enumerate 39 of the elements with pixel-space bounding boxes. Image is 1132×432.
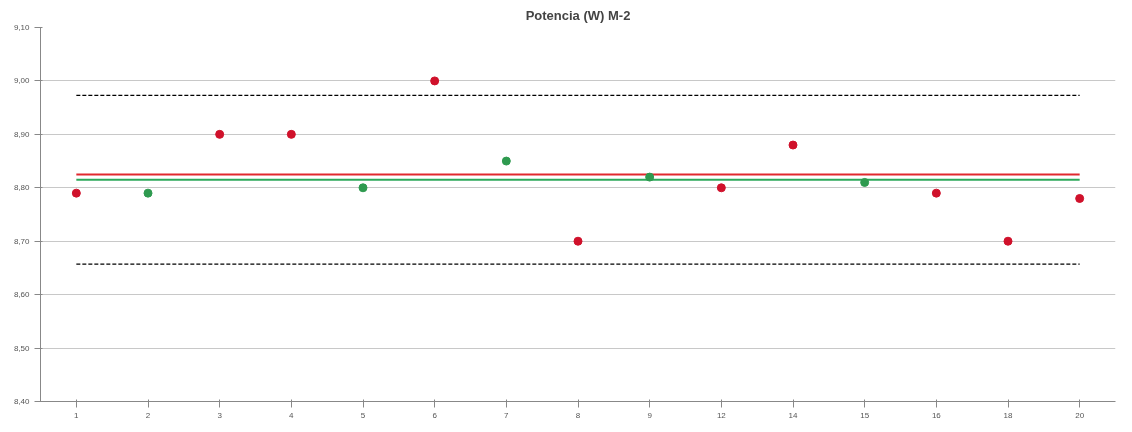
x-tick-label: 8 [575,410,581,420]
x-tick-label: 14 [788,410,798,420]
y-tick-label: 8,50 [13,343,31,353]
x-tick-label: 16 [931,410,942,420]
x-tick-label: 15 [860,410,870,420]
x-tick-label: 12 [716,410,727,420]
point [286,129,296,139]
point [143,188,153,198]
point [358,183,368,193]
point [788,140,798,150]
point [645,172,655,182]
point [860,177,870,187]
point [716,183,726,193]
point [501,156,511,166]
y-tick-label: 8,80 [13,183,31,193]
point [71,188,81,198]
chart-title: Potencia (W) M-2 [525,7,631,23]
point [931,188,941,198]
x-tick-label: 2 [145,410,151,420]
x-tick-label: 20 [1075,410,1085,420]
y-tick-label: 9,00 [13,76,31,86]
y-tick-label: 8,70 [13,236,31,246]
point [430,76,440,86]
point [573,236,583,246]
point [215,129,225,139]
x-tick-label: 4 [289,410,295,420]
x-tick-label: 7 [504,410,510,420]
y-tick-label: 9,10 [13,23,31,32]
point [1075,193,1085,203]
y-tick-label: 8,60 [13,290,31,300]
y-tick-label: 8,90 [13,129,31,139]
point [1003,236,1013,246]
y-tick-label: 8,40 [13,397,31,406]
x-tick-label: 3 [217,410,223,420]
x-tick-label: 18 [1003,410,1013,420]
x-tick-label: 1 [74,410,80,420]
x-tick-label: 5 [360,410,366,420]
x-tick-label: 6 [432,410,438,420]
x-tick-label: 9 [647,410,653,420]
